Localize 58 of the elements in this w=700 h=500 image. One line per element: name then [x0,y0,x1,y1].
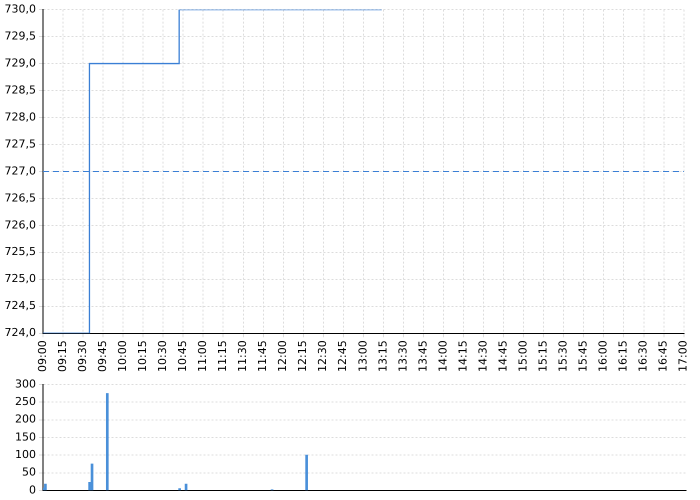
y-tick-label: 725,5 [4,245,36,258]
y-tick-label: 727,5 [4,137,36,150]
y-tick-label: 728,5 [4,83,36,96]
bar [184,484,188,490]
x-tick-label: 09:00 [36,340,49,372]
y-tick-label: 300 [15,377,36,390]
y-tick-label: 727,0 [4,164,36,178]
y-tick-label: 726,0 [4,218,36,232]
x-tick-label: 11:00 [196,340,210,372]
y-tick-label: 725,0 [4,272,36,286]
y-tick-label: 726,5 [4,191,36,204]
x-tick-label: 10:45 [176,340,190,372]
x-tick-label: 17:00 [676,340,690,372]
x-tick-label: 13:45 [416,340,430,372]
y-tick-label: 100 [15,448,36,461]
y-tick-label: 728,0 [4,110,36,124]
x-tick-label: 10:15 [136,340,149,372]
bar [305,454,308,490]
y-tick-label: 724,0 [4,326,36,340]
x-tick-label: 13:30 [396,340,410,372]
x-tick-label: 11:15 [216,340,230,372]
x-tick-label: 12:45 [336,340,350,372]
x-tick-label: 16:45 [656,340,670,372]
y-tick-label: 729,5 [4,29,36,42]
x-tick-label: 11:30 [236,340,250,372]
x-tick-label: 16:30 [636,340,650,372]
y-tick-label: 50 [22,466,36,479]
y-tick-label: 250 [15,395,36,408]
x-tick-label: 14:45 [496,340,510,372]
x-tick-label: 14:00 [436,340,450,372]
x-tick-label: 09:30 [76,340,89,372]
x-tick-label: 11:45 [256,340,270,372]
x-tick-label: 09:45 [96,340,109,372]
x-tick-label: 09:15 [56,340,69,372]
x-tick-label: 12:30 [316,340,330,372]
x-tick-label: 10:30 [156,340,170,372]
x-tick-label: 16:00 [596,340,610,372]
x-tick-label: 15:15 [536,340,550,372]
y-tick-label: 729,0 [4,56,36,70]
x-tick-label: 14:30 [476,340,490,372]
x-tick-label: 10:00 [116,340,129,372]
x-tick-label: 14:15 [456,340,470,372]
x-tick-label: 15:00 [516,340,530,372]
x-tick-label: 15:45 [576,340,590,372]
bar [44,484,47,490]
x-tick-label: 13:15 [376,340,390,372]
y-tick-label: 200 [15,412,36,426]
x-tick-label: 13:00 [356,340,370,372]
y-tick-label: 0 [29,483,36,496]
bar [106,393,109,490]
y-tick-label: 724,5 [4,299,36,312]
x-tick-label: 12:15 [296,340,310,372]
x-tick-label: 16:15 [616,340,630,372]
bar [90,464,94,490]
y-tick-label: 730,0 [4,2,36,16]
y-tick-label: 150 [15,430,36,444]
x-tick-label: 15:30 [556,340,570,372]
x-tick-label: 12:00 [276,340,290,372]
